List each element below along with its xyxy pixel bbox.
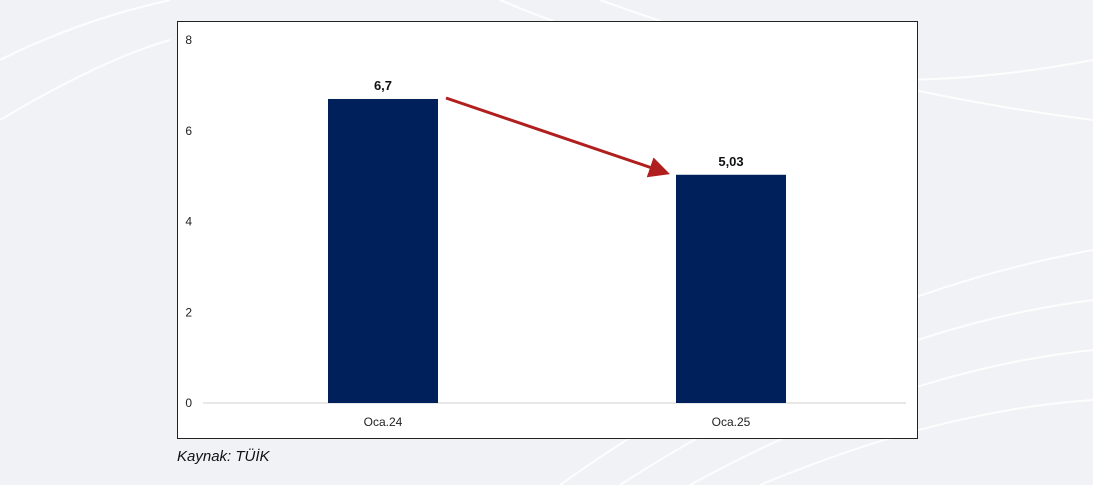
bar-oca-24	[328, 98, 438, 404]
y-tick-label: 2	[185, 305, 192, 319]
x-tick-label: Oca.25	[712, 415, 751, 429]
y-tick-label: 0	[185, 396, 192, 410]
decline-arrow	[445, 96, 670, 178]
bar-oca-25	[676, 174, 786, 403]
y-tick-label: 4	[185, 215, 192, 229]
chart-frame: 0 2 4 6 8 6,7 Oca.24 5,03 Oca.25	[177, 21, 918, 439]
bar-chart: 0 2 4 6 8 6,7 Oca.24 5,03 Oca.25	[185, 33, 906, 429]
data-label: 5,03	[718, 154, 743, 169]
x-tick-label: Oca.24	[364, 415, 403, 429]
y-tick-label: 8	[185, 33, 192, 47]
data-label: 6,7	[374, 78, 392, 93]
y-tick-label: 6	[185, 124, 192, 138]
source-note: Kaynak: TÜİK	[177, 448, 270, 465]
